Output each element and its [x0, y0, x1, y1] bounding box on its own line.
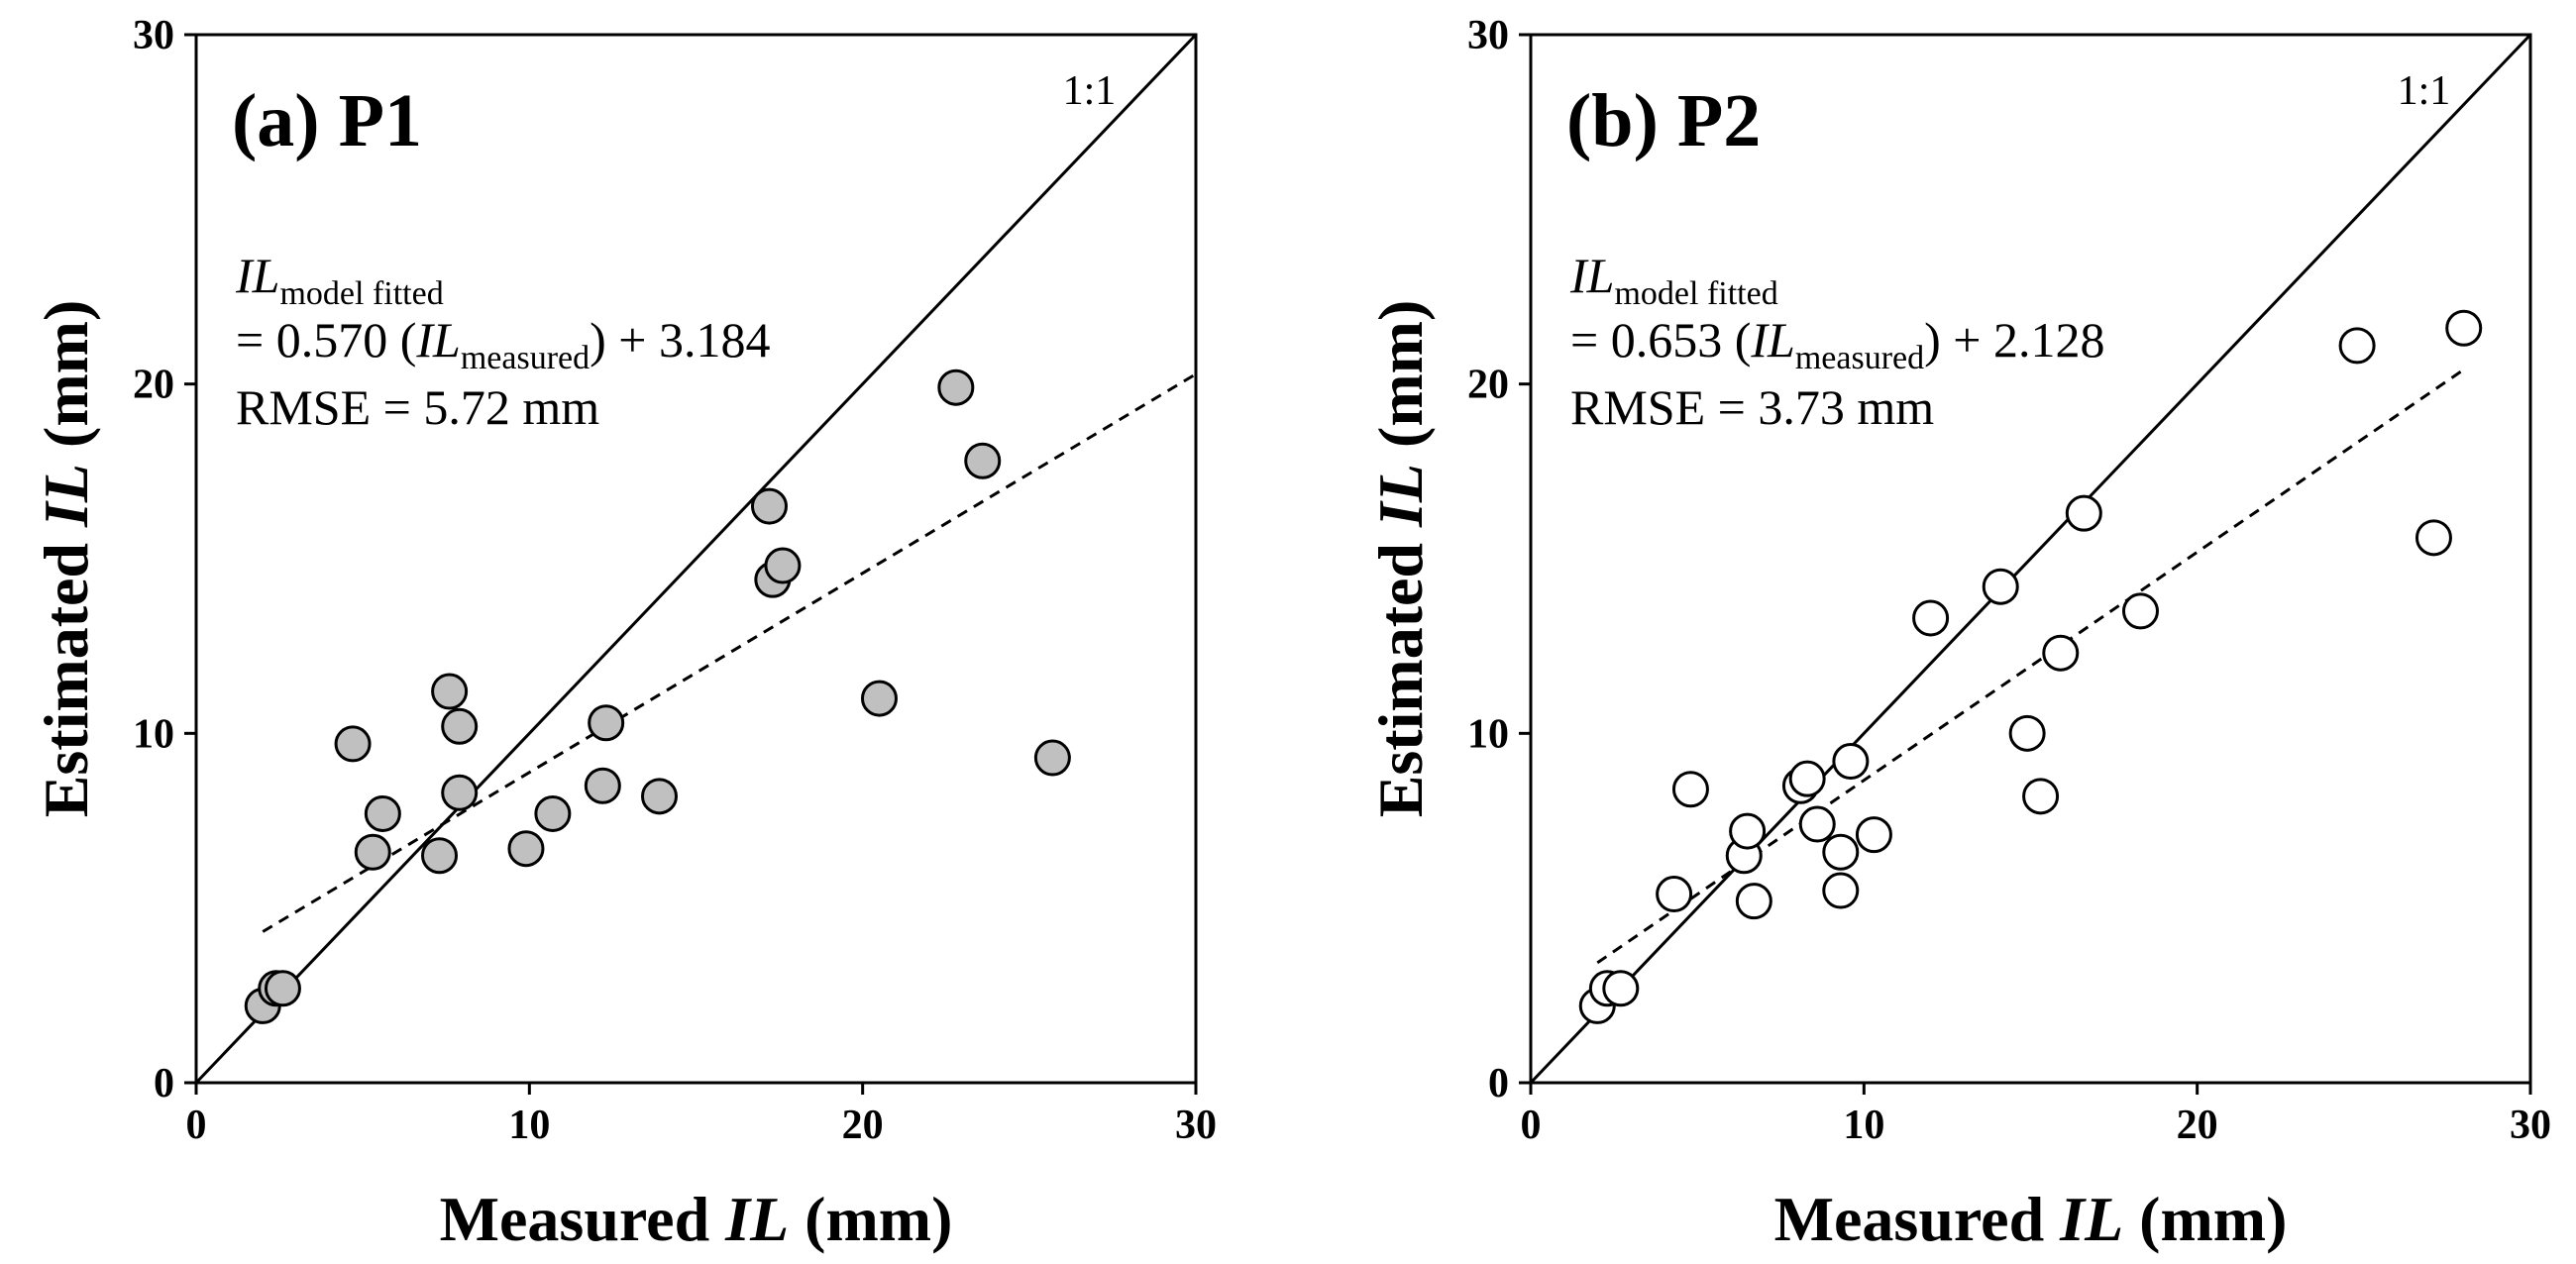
data-point: [364, 794, 401, 832]
regression-line: [262, 372, 1197, 933]
rmse-label: RMSE = 3.73 mm: [1570, 379, 1934, 435]
y-tick-label: 0: [1488, 1061, 1509, 1106]
y-tick-label: 10: [1467, 711, 1509, 757]
one-to-one-label: 1:1: [1063, 68, 1117, 114]
plot-frame: [1529, 33, 2532, 1085]
x-tick-label: 30: [2510, 1103, 2551, 1148]
plot-frame: [194, 33, 1198, 1085]
data-point: [1822, 833, 1860, 871]
one-to-one-line: [1529, 33, 2532, 1085]
data-point: [441, 774, 479, 811]
data-point: [431, 673, 469, 710]
y-tick-label: 30: [1467, 13, 1509, 58]
y-tick-label: 30: [133, 13, 174, 58]
x-tick-label: 10: [1843, 1103, 1884, 1148]
x-tick-label: 20: [842, 1103, 884, 1148]
data-point: [534, 794, 572, 832]
y-tick-label: 10: [133, 711, 174, 757]
data-point: [1033, 739, 1071, 777]
y-axis-title: Estimated IL (mm): [31, 300, 101, 818]
y-tick-label: 0: [154, 1061, 174, 1106]
data-point: [421, 837, 459, 875]
data-point: [1729, 812, 1767, 850]
one-to-one-label: 1:1: [2398, 68, 2451, 114]
one-to-one-line: [194, 33, 1198, 1085]
x-axis-title: Measured IL (mm): [1774, 1184, 2288, 1254]
data-point: [2042, 634, 2080, 672]
equation-lhs: ILmodel fitted: [235, 248, 444, 312]
data-point: [441, 707, 479, 745]
x-tick-label: 30: [1175, 1103, 1217, 1148]
panel-label: (b) P2: [1566, 79, 1761, 162]
x-tick-label: 10: [508, 1103, 550, 1148]
data-point: [860, 680, 898, 717]
data-point: [1788, 760, 1826, 797]
data-point: [507, 830, 545, 868]
data-point: [1832, 743, 1870, 781]
y-axis-title: Estimated IL (mm): [1365, 300, 1436, 818]
x-axis-title: Measured IL (mm): [440, 1184, 953, 1254]
equation-rhs: = 0.570 (ILmeasured) + 3.184: [236, 312, 770, 376]
data-point: [1982, 568, 2019, 605]
data-point: [964, 442, 1002, 479]
data-point: [334, 725, 372, 763]
y-tick-label: 20: [1467, 363, 1509, 408]
data-point: [2415, 519, 2452, 557]
chart-panel-1: 0 10 20 30 0 10 20 30 1:1 (a) P1 ILmodel fitted= 0…: [31, 13, 1217, 1254]
data-point: [1656, 876, 1693, 913]
data-point: [2445, 309, 2483, 347]
data-point: [1671, 771, 1709, 808]
chart-panel-2: 0 10 20 30 0 10 20 30 1:1 (b) P2 ILmodel fitted= 0…: [1365, 13, 2551, 1254]
data-point: [588, 704, 625, 742]
data-point: [937, 369, 975, 406]
data-point: [1735, 883, 1772, 920]
equation-rhs: = 0.653 (ILmeasured) + 2.128: [1570, 312, 2104, 376]
x-tick-label: 0: [186, 1103, 207, 1148]
data-point: [1912, 599, 1950, 637]
data-point: [750, 487, 788, 525]
data-point: [1798, 805, 1836, 843]
data-point: [2338, 327, 2376, 365]
data-point: [264, 970, 301, 1007]
x-tick-label: 0: [1521, 1103, 1542, 1148]
data-point: [354, 833, 391, 871]
y-tick-label: 20: [133, 363, 174, 408]
data-point: [2022, 778, 2060, 815]
data-point: [641, 778, 679, 815]
panel-label: (a) P1: [232, 79, 422, 162]
rmse-label: RMSE = 5.72 mm: [236, 379, 599, 435]
data-point: [1602, 970, 1640, 1007]
data-point: [1855, 816, 1892, 854]
data-point: [764, 547, 802, 584]
regression-line: [1596, 368, 2465, 965]
data-point: [584, 767, 621, 804]
data-point: [2121, 592, 2159, 630]
data-point: [1822, 872, 1860, 909]
data-point: [2065, 494, 2102, 532]
x-tick-label: 20: [2177, 1103, 2218, 1148]
data-point: [2008, 714, 2046, 752]
equation-lhs: ILmodel fitted: [1569, 248, 1778, 312]
